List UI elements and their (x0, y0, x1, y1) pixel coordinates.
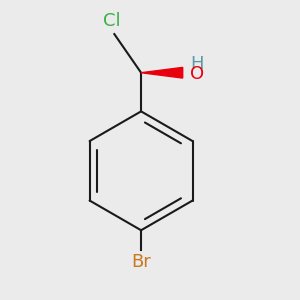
Polygon shape (141, 68, 183, 78)
Text: Br: Br (131, 253, 151, 271)
Text: H: H (190, 55, 204, 73)
Text: Cl: Cl (103, 12, 120, 30)
Text: O: O (190, 65, 204, 83)
